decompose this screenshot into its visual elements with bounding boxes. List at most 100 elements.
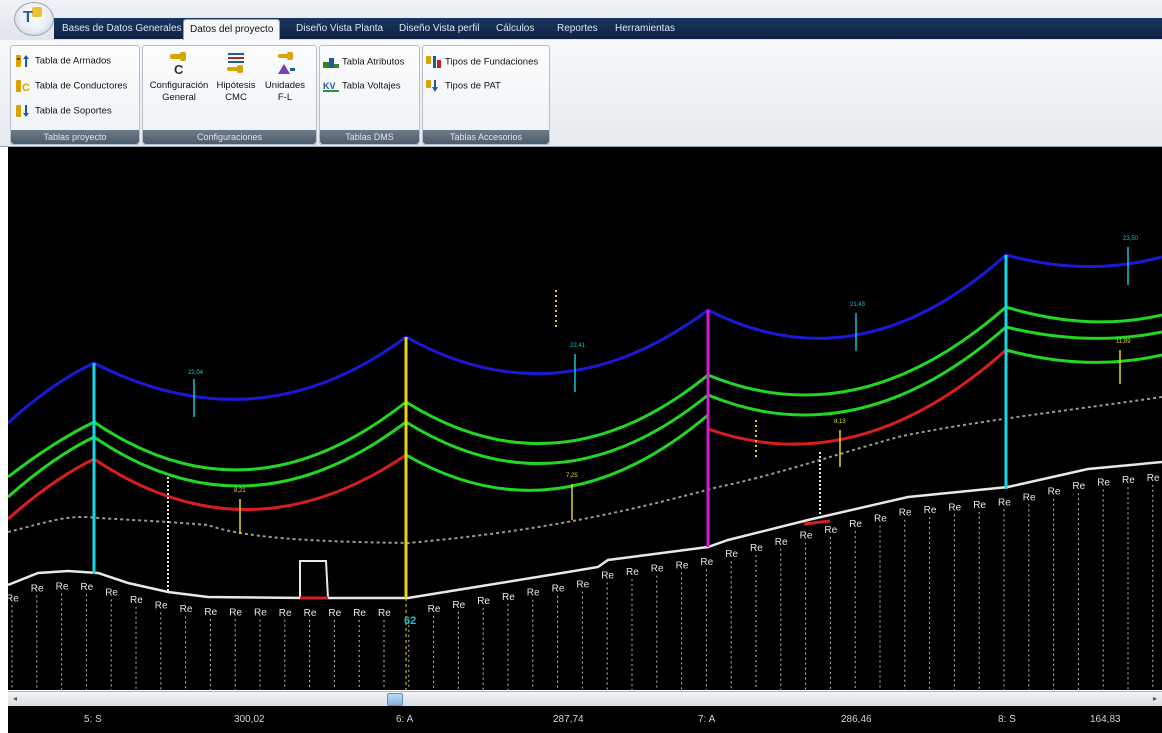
tab-herramientas[interactable]: Herramientas [615, 23, 676, 34]
tab-reportes[interactable]: Reportes [557, 23, 598, 34]
span-footer: 5: S 300,02 6: A 287,74 7: A 286,46 8: S… [8, 706, 1162, 733]
terrain-type-label: Re [155, 600, 168, 611]
terrain-type-label: Re [452, 600, 465, 611]
terrain-type-label: Re [428, 604, 441, 615]
unidades-fl-button[interactable]: Unidades F-L [262, 52, 308, 104]
terrain-type-label: Re [56, 581, 69, 592]
terrain-type-label: Re [31, 583, 44, 594]
terrain-type-label: Re [676, 560, 689, 571]
annotation-label: 7,25 [566, 473, 578, 479]
footer-span-5-6: 300,02 [234, 714, 265, 725]
terrain-type-label: Re [576, 580, 589, 591]
terrain-type-label: Re [998, 497, 1011, 508]
terrain-type-label: Re [1097, 478, 1110, 489]
tab-calculos[interactable]: Cálculos [496, 23, 535, 34]
app-logo-icon [32, 7, 42, 17]
terrain-type-label: Re [502, 592, 515, 603]
group-label-tablas-accesorios: Tablas Accesorios [423, 130, 549, 144]
tabla-armados-button[interactable]: Tabla de Armados [16, 55, 111, 67]
terrain-type-label: Re [1147, 473, 1160, 484]
group-tablas-accesorios: Tablas Accesorios [422, 45, 550, 145]
terrain-type-label: Re [1048, 487, 1061, 498]
terrain-type-label: Re [552, 584, 565, 595]
tabla-soportes-button[interactable]: Tabla de Soportes [16, 105, 112, 117]
footer-pole-6: 6: A [396, 714, 414, 725]
config-general-icon: C [170, 52, 186, 76]
svg-text:C: C [22, 82, 30, 92]
footer-pole-7: 7: A [698, 714, 716, 725]
tipos-pat-button[interactable]: Tipos de PAT [426, 80, 501, 92]
tab-bases-de-datos-generales[interactable]: Bases de Datos Generales [62, 23, 182, 34]
green-wire-2 [8, 325, 1162, 499]
svg-text:C: C [174, 62, 184, 76]
red-wire-2 [707, 348, 1007, 446]
left-margin [0, 147, 8, 733]
tab-diseno-vista-perfil[interactable]: Diseño Vista perfil [399, 23, 480, 34]
horizontal-scrollbar[interactable]: ◂ ▸ [8, 691, 1162, 706]
terrain-type-label: Re [180, 604, 193, 615]
terrain-type-label: Re [378, 608, 391, 619]
app-logo-text: T [23, 9, 33, 26]
terrain-type-label: Re [824, 525, 837, 536]
tabla-atributos-button[interactable]: Tabla Atributos [323, 56, 404, 68]
terrain-type-label: Re [229, 607, 242, 618]
terrain-type-label: Re [1072, 481, 1085, 492]
scroll-right-arrow[interactable]: ▸ [1152, 694, 1157, 703]
terrain-type-label: Re [651, 564, 664, 575]
terrain-type-label: Re [80, 582, 93, 593]
footer-span-6-7: 287,74 [553, 714, 584, 725]
terrain-type-label: Re [353, 608, 366, 619]
annotation-label: 11,89 [1116, 339, 1131, 345]
structure-box [299, 560, 329, 599]
red-segment-2 [803, 519, 831, 526]
terrain-type-label: Re [105, 587, 118, 598]
soportes-table-icon [16, 105, 29, 117]
annotation-label: 8,13 [834, 419, 846, 425]
terrain-type-label: Re [750, 543, 763, 554]
green-wire-3 [405, 413, 709, 492]
tabla-voltajes-button[interactable]: KV Tabla Voltajes [323, 80, 401, 92]
terrain-type-label: Re [973, 500, 986, 511]
terrain-type-label: Re [204, 607, 217, 618]
terrain-type-label: Re [8, 593, 19, 604]
terrain-type-label: Re [775, 537, 788, 548]
scroll-thumb[interactable] [387, 693, 403, 706]
terrain-type-label: Re [948, 502, 961, 513]
group-tablas-proyecto: Tablas proyecto [10, 45, 140, 145]
tipos-fundaciones-button[interactable]: Tipos de Fundaciones [426, 56, 538, 68]
terrain-type-label: Re [800, 531, 813, 542]
fundaciones-icon [426, 56, 441, 68]
terrain-line [8, 460, 1162, 600]
group-tablas-dms: Tablas DMS [319, 45, 420, 145]
configuracion-general-button[interactable]: C Configuración General [146, 52, 212, 104]
footer-pole-5: 5: S [84, 714, 102, 725]
top-wire [8, 253, 1162, 425]
conductores-table-icon: C [16, 80, 30, 92]
scroll-left-arrow[interactable]: ◂ [12, 694, 17, 703]
terrain-type-label: Re [1023, 492, 1036, 503]
footer-pole-8: 8: S [998, 714, 1016, 725]
profile-canvas[interactable]: Re Re Re Re Re Re Re Re Re Re Re Re Re Re Re Re Re Re Re Re… [8, 147, 1162, 690]
tabla-conductores-button[interactable]: C Tabla de Conductores [16, 80, 127, 92]
terrain-type-label: Re [304, 608, 317, 619]
group-label-configuraciones: Configuraciones [143, 130, 316, 144]
terrain-type-label: Re [477, 596, 490, 607]
tab-diseno-vista-planta[interactable]: Diseño Vista Planta [296, 23, 384, 34]
app-menu-button[interactable]: T [14, 2, 54, 36]
unidades-icon [278, 52, 295, 74]
hipotesis-cmc-button[interactable]: Hipótesis CMC [214, 52, 258, 104]
annotation-label: 21,43 [850, 302, 866, 308]
atributos-icon [323, 58, 339, 68]
voltajes-icon: KV [323, 81, 339, 92]
terrain-type-label: Re [527, 588, 540, 599]
green-wire-1 [8, 305, 1162, 479]
terrain-type-label: Re [849, 519, 862, 530]
terrain-type-label: Re [700, 557, 713, 568]
tab-datos-del-proyecto[interactable]: Datos del proyecto [183, 19, 281, 41]
clearance-line [8, 396, 1162, 545]
terrain-type-label: Re [254, 608, 267, 619]
terrain-type-label: Re [874, 513, 887, 524]
terrain-type-label: Re [924, 505, 937, 516]
armados-table-icon [16, 55, 29, 67]
green-wire-4 [1005, 348, 1162, 364]
